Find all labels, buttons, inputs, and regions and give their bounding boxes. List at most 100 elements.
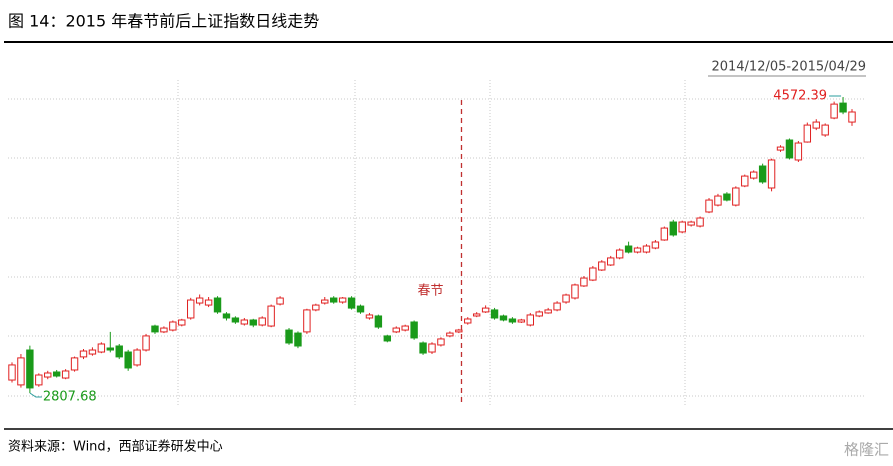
candle-body (696, 217, 704, 227)
candle-body (61, 370, 70, 379)
candle-body (321, 299, 329, 304)
candle-body (553, 302, 561, 311)
candle-body (160, 327, 168, 333)
candle-body (481, 307, 490, 313)
candle-body (571, 284, 579, 299)
candle-body (517, 319, 526, 323)
candle-body (499, 315, 508, 321)
candle-body (660, 227, 669, 241)
date-range: 2014/12/05-2015/04/29 (711, 60, 866, 75)
candle-body (705, 199, 713, 213)
candle-body (401, 325, 409, 331)
candle-body (794, 142, 803, 161)
candle-body (723, 193, 731, 201)
candle-body (142, 335, 150, 351)
candle-body (669, 221, 677, 236)
candle-body (26, 349, 34, 389)
annotation: 4572.39 (773, 89, 827, 104)
chart-title: 图 14：2015 年春节前后上证指数日线走势 (8, 12, 319, 31)
candle-body (464, 318, 472, 324)
candle-body (356, 305, 365, 313)
candle-body (741, 175, 749, 187)
candle-body (580, 277, 588, 287)
candle-body (633, 247, 642, 253)
candle-body (249, 319, 257, 326)
candle-body (240, 319, 249, 325)
candle-body (44, 372, 52, 378)
candle-body (598, 261, 606, 271)
candle-body (106, 347, 114, 351)
candle-body (17, 357, 25, 386)
candle-body (115, 345, 123, 358)
candle-body (455, 329, 463, 333)
candle-body (562, 294, 570, 303)
candle-body (830, 103, 838, 119)
source-note: 资料来源：Wind，西部证券研发中心 (8, 439, 223, 455)
candle-body (490, 309, 499, 319)
candle-body (169, 321, 177, 331)
candle-body (88, 349, 97, 355)
candle-body (428, 343, 436, 353)
candle-body (526, 314, 534, 326)
candle-body (776, 146, 785, 151)
candle-body (472, 313, 481, 317)
candle-body (258, 317, 266, 326)
candle-body (52, 371, 61, 377)
candle-body (267, 305, 275, 327)
candle-body (767, 159, 776, 189)
candle-body (732, 187, 740, 206)
candle-body (187, 299, 195, 319)
candle-body (642, 245, 651, 253)
candle-body (222, 313, 231, 319)
annotation: 2807.68 (43, 390, 97, 405)
candle-body (839, 102, 847, 113)
candle-body (678, 221, 686, 233)
candle-body (312, 304, 320, 311)
candle-body (347, 297, 356, 309)
candle-body (812, 121, 820, 129)
candle-body (607, 257, 615, 266)
candle-body (35, 374, 43, 386)
candle-body (589, 267, 597, 281)
annotation-leader (29, 392, 42, 398)
candle-body (97, 343, 106, 353)
watermark: 格隆汇 (844, 441, 889, 459)
candle-body (124, 351, 132, 369)
candle-body (330, 297, 338, 303)
candle-body (285, 329, 293, 344)
candle-body (714, 195, 722, 206)
candle-body (535, 311, 543, 317)
candle-body (848, 111, 856, 123)
candle-body (446, 332, 454, 337)
candle-body (615, 249, 624, 259)
candle-body (508, 318, 517, 323)
annotation: 春节 (417, 284, 443, 299)
candle-body (204, 299, 213, 306)
candle-body (338, 297, 347, 303)
candle-body (821, 124, 829, 136)
candle-body (758, 165, 767, 183)
candle-body (383, 335, 392, 342)
candle-body (544, 309, 552, 314)
candle-body (133, 349, 141, 366)
candle-body (419, 342, 427, 354)
candle-body (651, 241, 660, 249)
candle-body (178, 319, 186, 326)
candle-body (803, 124, 812, 143)
candle-body (410, 321, 418, 339)
candle-body (70, 357, 79, 371)
candle-body (231, 317, 240, 323)
candle-body (195, 297, 204, 304)
plot: 4572.39 2807.68 春节 (8, 89, 856, 405)
candle-body (213, 297, 222, 313)
candle-body (365, 314, 374, 319)
candle-body (151, 325, 159, 333)
candle-body (687, 221, 695, 226)
candle-body (392, 327, 400, 333)
candle-body (79, 350, 88, 358)
candle-body (750, 171, 758, 179)
candle-body (294, 332, 302, 347)
candle-body (8, 364, 16, 381)
